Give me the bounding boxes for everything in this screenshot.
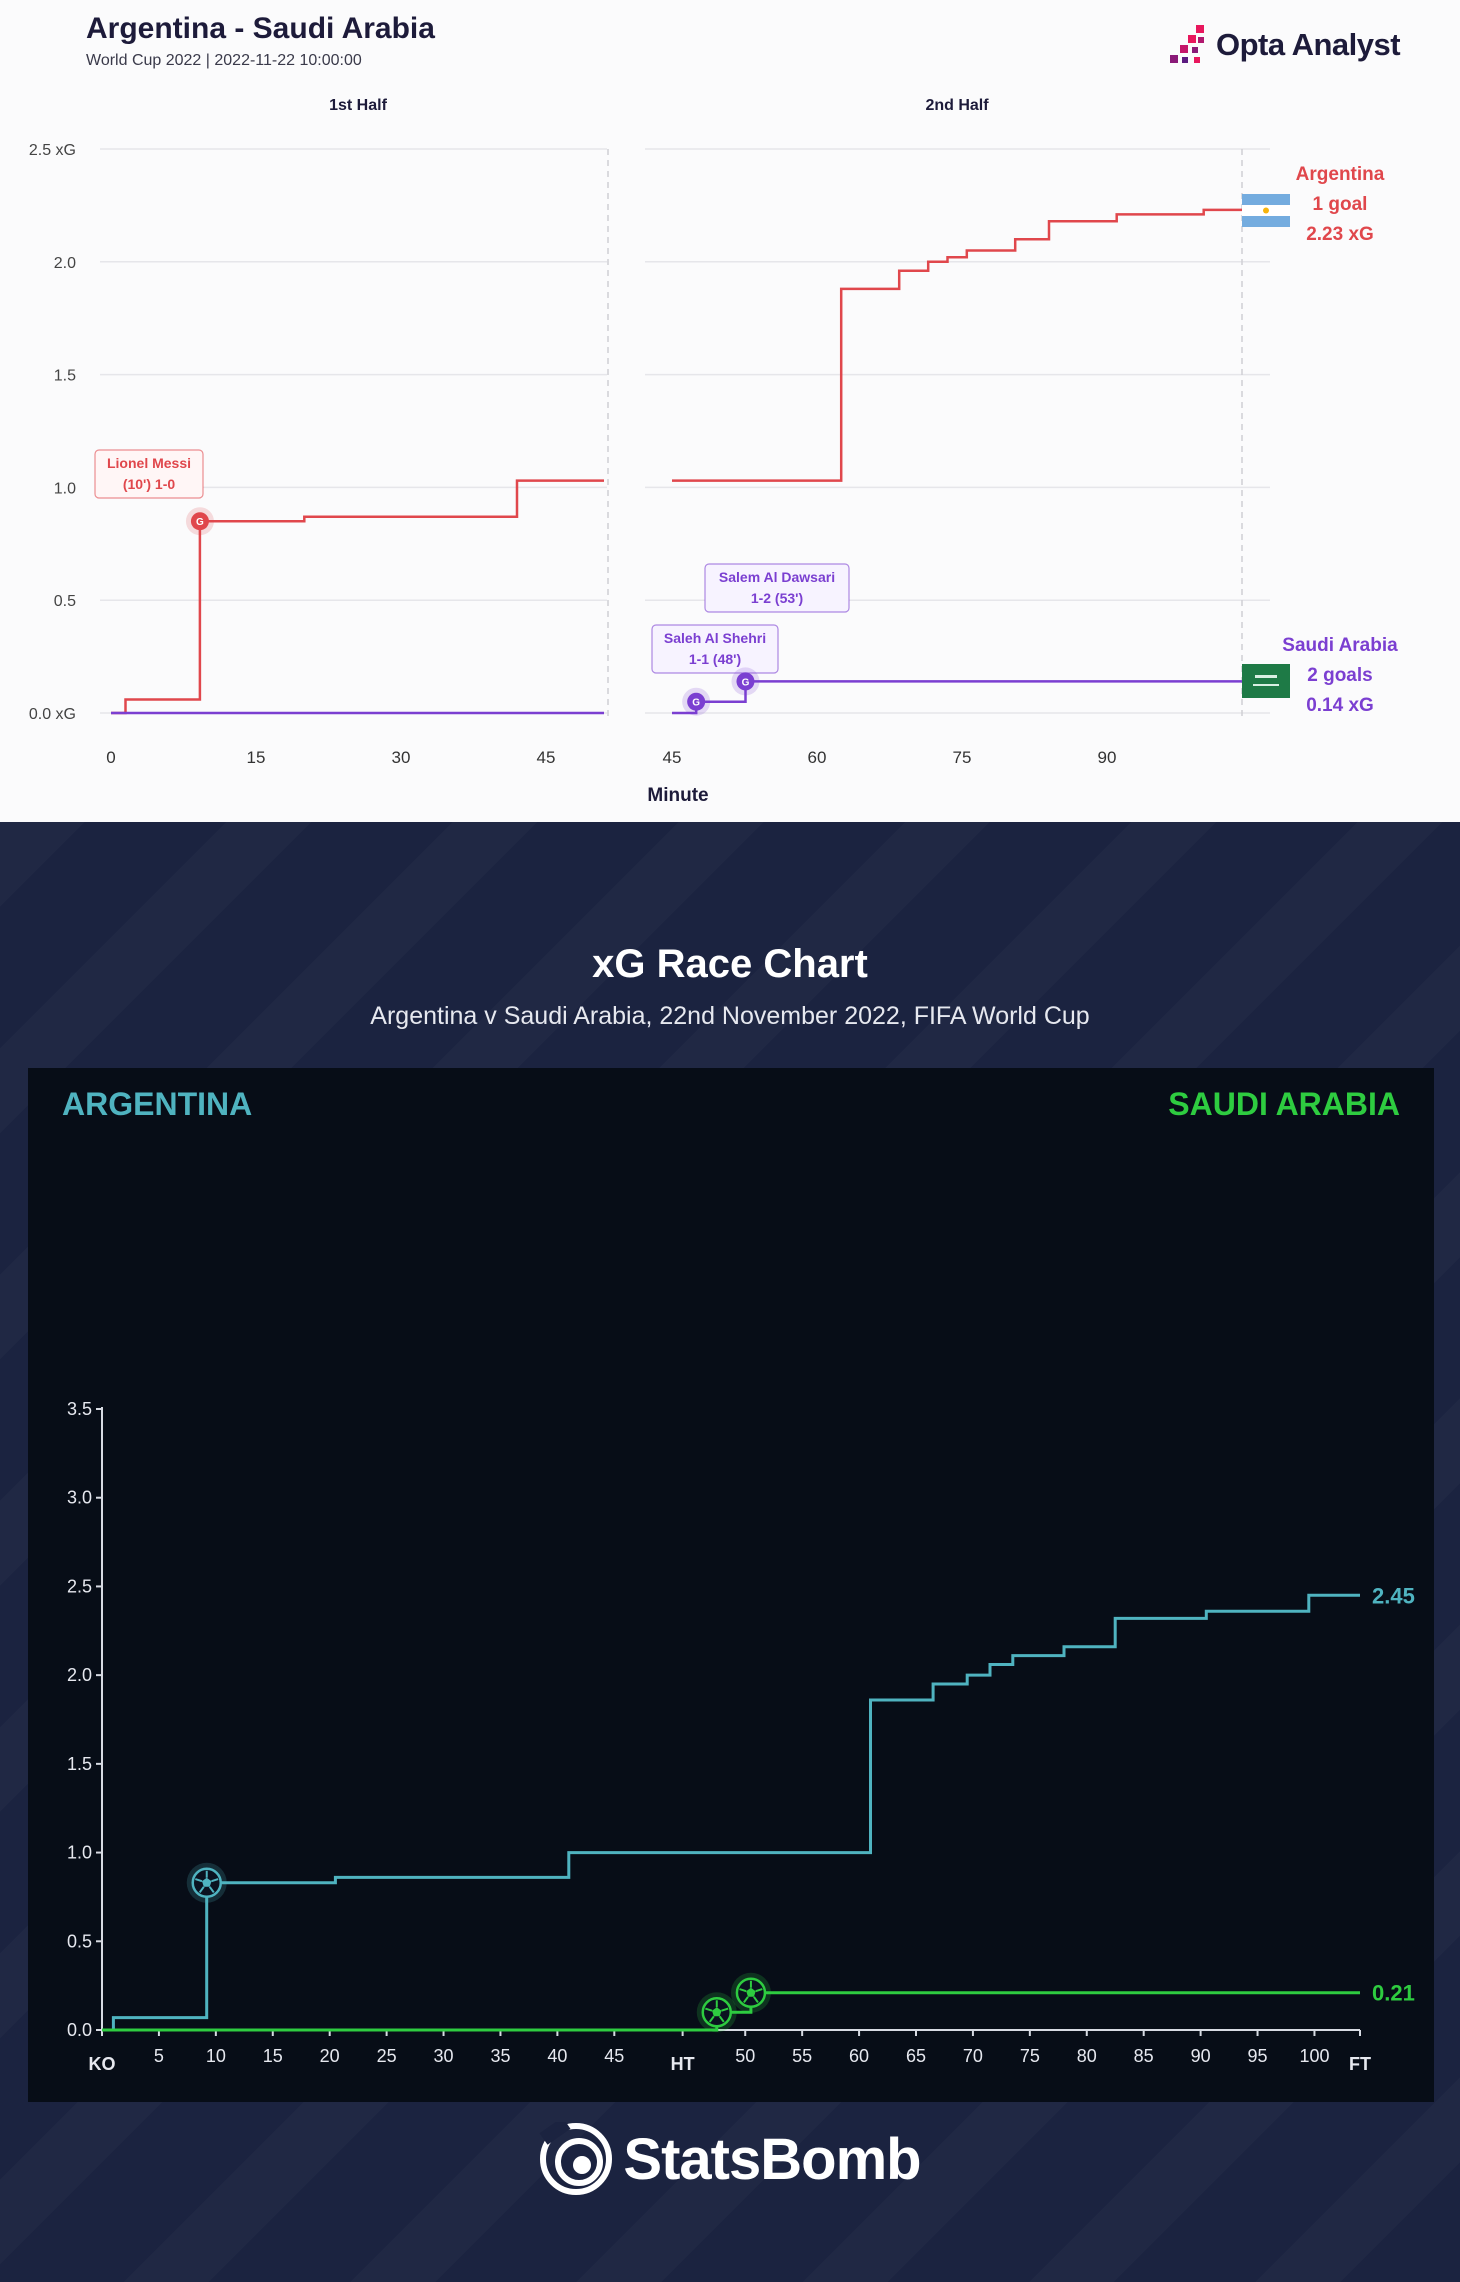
opta-legend-goals-saudi-arabia: 2 goals: [1307, 665, 1372, 686]
statsbomb-logo-icon: [539, 2122, 613, 2195]
opta-series-line-argentina: [672, 208, 1243, 482]
opta-legend-team-argentina: Argentina: [1296, 164, 1385, 185]
sb-ytick-label: 3.5: [67, 1399, 92, 1419]
opta-xtick-label: 75: [953, 748, 972, 767]
sb-ytick-label: 3.0: [67, 1488, 92, 1508]
sb-xtick-label: 80: [1077, 2046, 1097, 2066]
sb-xtick-label: 90: [1191, 2046, 1211, 2066]
sb-final-xg-label-saudi-arabia: 0.21: [1372, 1981, 1415, 2006]
sb-xg-race-chart: 0.0 0.5 1.0 1.5 2.0 2.5 3.0 3.5 KO 5 10 15 20 25 30 35 4…: [67, 1399, 1415, 2074]
opta-brand-logo: Opta Analyst: [1166, 22, 1401, 68]
soccer-ball-icon: [696, 1992, 737, 2033]
statsbomb-brand-name: StatsBomb: [623, 2126, 921, 2192]
sb-series-line-saudi-arabia: [102, 1991, 1360, 2032]
opta-goal-annotation-score: 1-1 (48'): [689, 651, 741, 667]
soccer-ball-icon: [730, 1972, 771, 2013]
sb-xtick-label: 65: [906, 2046, 926, 2066]
sb-xtick-label: 85: [1134, 2046, 1154, 2066]
opta-half-label-1: 1st Half: [329, 97, 387, 114]
opta-xtick-label: 90: [1098, 748, 1117, 767]
sb-ytick-label: 1.0: [67, 1843, 92, 1863]
opta-half-label-2: 2nd Half: [925, 97, 989, 114]
opta-brand-name: Opta Analyst: [1216, 27, 1401, 62]
opta-series-line-saudi-arabia: [672, 680, 1243, 715]
sb-xtick-label: 20: [320, 2046, 340, 2066]
opta-title: Argentina - Saudi Arabia: [86, 12, 435, 45]
sb-xtick-label: 30: [434, 2046, 454, 2066]
opta-goal-annotation-score: (10') 1-0: [123, 476, 176, 492]
opta-ytick-label: 1.0: [54, 480, 76, 497]
sb-xtick-label: KO: [89, 2054, 116, 2074]
opta-ytick-label: 1.5: [54, 368, 76, 385]
opta-xtick-label: 30: [392, 748, 411, 767]
sb-xtick-label: 45: [604, 2046, 624, 2066]
sb-ytick-label: 2.0: [67, 1665, 92, 1685]
opta-xaxis-label: Minute: [647, 785, 708, 806]
opta-ytick-label: 2.0: [54, 255, 76, 272]
opta-xtick-label: 45: [537, 748, 556, 767]
saudi-flag-icon: [1242, 664, 1290, 698]
sb-xtick-label: 55: [792, 2046, 812, 2066]
opta-goal-marker: [190, 512, 209, 531]
sb-xtick-label: 60: [849, 2046, 869, 2066]
soccer-ball-icon: [186, 1862, 227, 1903]
sb-xtick-label: 40: [547, 2046, 567, 2066]
sb-ytick-label: 2.5: [67, 1576, 92, 1596]
opta-goal-annotation-scorer: Lionel Messi: [107, 455, 191, 471]
opta-xg-step-chart: 0.0 xG 0.5 1.0 1.5 2.0 2.5 xG 1st Half 2nd Half…: [29, 97, 1398, 806]
opta-subtitle: World Cup 2022 | 2022-11-22 10:00:00: [86, 52, 362, 69]
opta-goal-annotation-scorer: Saleh Al Shehri: [664, 630, 766, 646]
sb-xtick-label: FT: [1349, 2054, 1371, 2074]
sb-xtick-label: HT: [671, 2054, 695, 2074]
opta-goal-annotation-scorer: Salem Al Dawsari: [719, 569, 835, 585]
sb-xtick-label: 95: [1248, 2046, 1268, 2066]
sb-xtick-label: 100: [1299, 2046, 1329, 2066]
sb-xtick-label: 5: [154, 2046, 164, 2066]
opta-goal-marker: [687, 692, 706, 711]
sb-ytick-label: 0.0: [67, 2020, 92, 2040]
opta-logo-icon: [1170, 25, 1204, 63]
statsbomb-logo: StatsBomb: [0, 2104, 1460, 2214]
opta-goal-annotation-box: [94, 449, 204, 499]
opta-xtick-label: 15: [247, 748, 266, 767]
sb-subtitle: Argentina v Saudi Arabia, 22nd November …: [370, 1002, 1090, 1030]
team-label-saudi-arabia: SAUDI ARABIA: [1168, 1086, 1400, 1122]
opta-goal-annotation-box: [704, 563, 850, 613]
opta-legend-goals-argentina: 1 goal: [1313, 194, 1368, 215]
sb-xtick-label: 70: [963, 2046, 983, 2066]
opta-goal-annotation-score: 1-2 (53'): [751, 590, 803, 606]
sb-plot-panel: ARGENTINA SAUDI ARABIA 0.0 0.5 1.0 1.5 2.0 2.…: [28, 1068, 1434, 2102]
opta-ytick-label: 0.0 xG: [29, 706, 76, 723]
opta-legend-xg-saudi-arabia: 0.14 xG: [1306, 695, 1374, 716]
opta-xtick-label: 0: [106, 748, 115, 767]
sb-xtick-label: 10: [206, 2046, 226, 2066]
sb-ytick-label: 1.5: [67, 1754, 92, 1774]
opta-goal-marker-letter: G: [196, 517, 204, 528]
opta-xtick-label: 45: [663, 748, 682, 767]
sb-ytick-label: 0.5: [67, 1931, 92, 1951]
sb-title: xG Race Chart: [592, 942, 868, 986]
opta-chart-panel: Argentina - Saudi Arabia World Cup 2022 …: [0, 0, 1460, 822]
sb-final-xg-label-argentina: 2.45: [1372, 1583, 1415, 1608]
team-label-argentina: ARGENTINA: [62, 1086, 253, 1122]
sb-xtick-label: 15: [263, 2046, 283, 2066]
opta-goal-annotation-box: [651, 624, 779, 674]
opta-series-line-argentina: [111, 479, 604, 715]
opta-ytick-label: 2.5 xG: [29, 142, 76, 159]
sb-series-line-argentina: [102, 1593, 1360, 2032]
sb-xtick-label: 25: [377, 2046, 397, 2066]
statsbomb-chart-panel: xG Race Chart Argentina v Saudi Arabia, …: [0, 822, 1460, 2282]
opta-xtick-label: 60: [808, 748, 827, 767]
opta-goal-marker-letter: G: [742, 677, 750, 688]
argentina-flag-icon: [1242, 194, 1290, 227]
opta-goal-marker: [736, 672, 755, 691]
opta-legend-xg-argentina: 2.23 xG: [1306, 224, 1374, 245]
sb-xtick-label: 50: [735, 2046, 755, 2066]
opta-goal-marker-letter: G: [692, 698, 700, 709]
sb-xtick-label: 75: [1020, 2046, 1040, 2066]
opta-ytick-label: 0.5: [54, 593, 76, 610]
opta-legend-team-saudi-arabia: Saudi Arabia: [1282, 635, 1398, 656]
sb-xtick-label: 35: [490, 2046, 510, 2066]
